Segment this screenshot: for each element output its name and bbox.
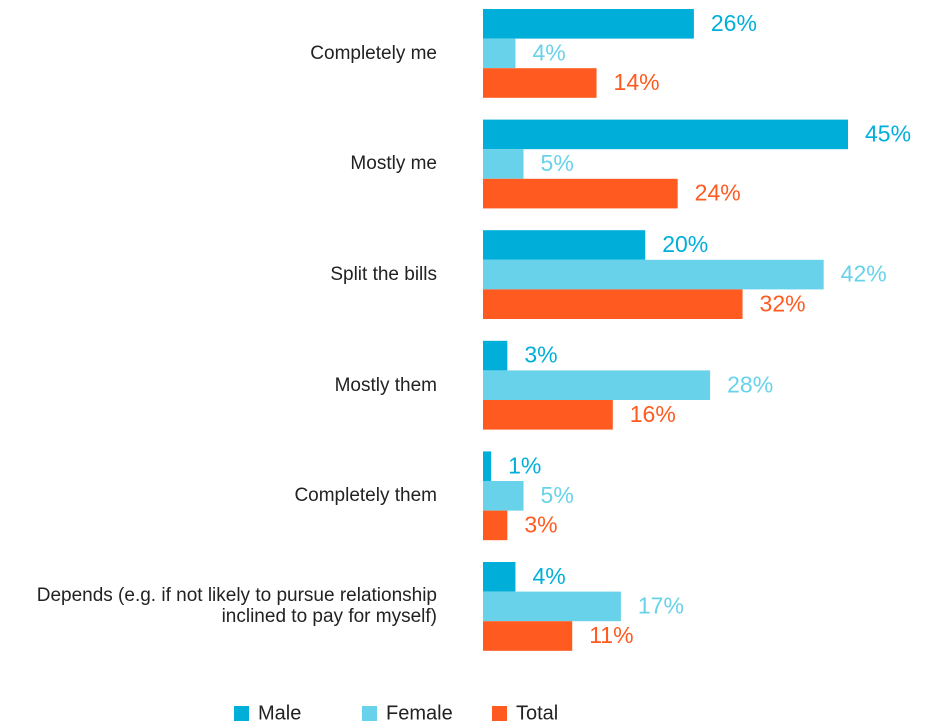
bar	[483, 119, 848, 150]
value-label: 1%	[508, 452, 541, 478]
bar	[483, 149, 524, 179]
bar	[483, 451, 492, 481]
value-label: 5%	[541, 482, 574, 508]
category-label: Mostly me	[350, 153, 437, 175]
value-label: 16%	[630, 401, 676, 427]
value-label: 3%	[524, 342, 557, 368]
value-label: 20%	[662, 231, 708, 257]
legend-swatch	[234, 706, 249, 721]
bar	[483, 370, 711, 400]
value-label: 28%	[727, 371, 773, 397]
bar	[483, 340, 508, 371]
value-label: 24%	[695, 180, 741, 206]
legend-label: Female	[386, 702, 453, 724]
value-label: 14%	[614, 69, 660, 95]
bar	[483, 562, 516, 592]
legend-swatch	[362, 706, 377, 721]
value-label: 11%	[589, 622, 633, 648]
bar	[483, 481, 524, 511]
value-label: 42%	[841, 261, 887, 287]
bar	[483, 591, 621, 622]
bar	[483, 38, 516, 69]
category-label: Split the bills	[330, 264, 437, 286]
bar	[483, 178, 678, 209]
value-label: 32%	[760, 290, 806, 316]
bar	[483, 230, 646, 260]
value-label: 4%	[532, 563, 565, 589]
value-label: 5%	[541, 150, 574, 176]
value-label: 3%	[524, 511, 557, 537]
category-label: Completely me	[310, 42, 437, 64]
bar	[483, 289, 743, 319]
legend-label: Male	[258, 702, 301, 724]
bar	[483, 9, 694, 39]
category-label: Mostly them	[334, 374, 437, 396]
bar	[483, 510, 508, 541]
bar	[483, 621, 573, 651]
legend-swatch	[492, 706, 507, 721]
value-label: 26%	[711, 10, 757, 36]
category-label: Depends (e.g. if not likely to pursue re…	[36, 585, 437, 628]
value-label: 45%	[865, 120, 911, 146]
bar	[483, 259, 824, 290]
category-label: Completely them	[294, 485, 437, 507]
legend-label: Total	[516, 702, 558, 724]
value-label: 4%	[532, 39, 565, 65]
bar	[483, 400, 613, 430]
bar	[483, 68, 597, 98]
value-label: 17%	[638, 592, 684, 618]
